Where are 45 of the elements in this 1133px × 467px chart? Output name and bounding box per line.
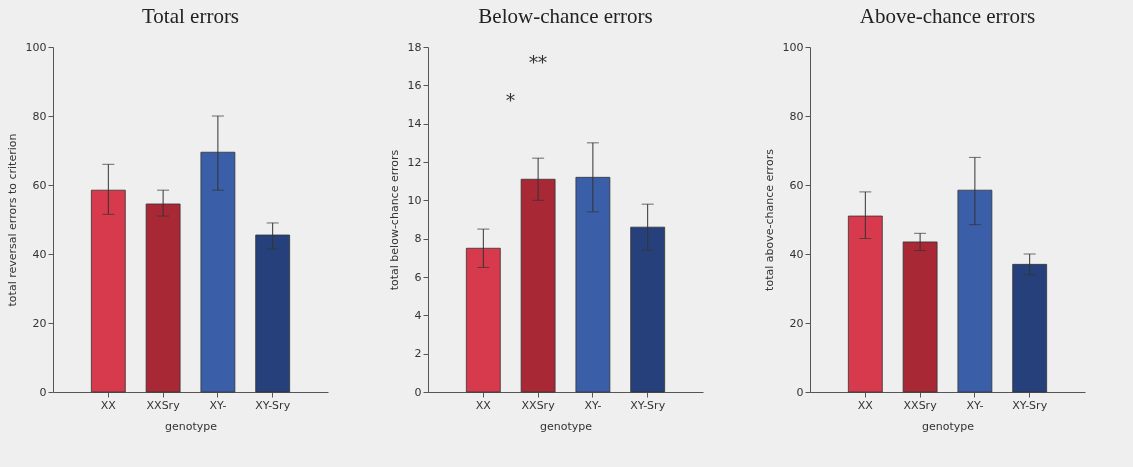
y-tick-label: 6 [414, 270, 422, 284]
x-tick-label: XXSry [903, 398, 938, 412]
x-tick-label: XXSry [521, 398, 556, 412]
x-axis-title: genotype [164, 419, 218, 433]
y-axis-title: total reversal errors to criterion [5, 133, 19, 307]
y-tick-label: 20 [789, 316, 804, 330]
y-tick-label: 100 [782, 40, 804, 54]
y-tick-label: 80 [32, 109, 47, 123]
x-axis-title: genotype [921, 419, 975, 433]
chart-title: Total errors [141, 4, 240, 28]
x-tick-label: XY- [209, 398, 227, 412]
y-tick-label: 20 [32, 316, 47, 330]
y-axis-title: total above-chance errors [762, 148, 776, 291]
y-tick-label: 0 [796, 385, 804, 399]
annotation: ** [529, 52, 547, 74]
x-axis-title: genotype [539, 419, 593, 433]
chart-title: Below-chance errors [478, 4, 653, 28]
x-tick-label: XY- [966, 398, 984, 412]
y-tick-label: 40 [32, 247, 47, 261]
x-tick-label: XY-Sry [255, 398, 291, 412]
y-tick-label: 18 [407, 40, 422, 54]
x-tick-label: XY- [584, 398, 602, 412]
y-tick-label: 80 [789, 109, 804, 123]
y-tick-label: 4 [414, 308, 422, 322]
y-tick-label: 10 [407, 193, 422, 207]
y-tick-label: 60 [789, 178, 804, 192]
y-tick-label: 100 [25, 40, 47, 54]
y-axis-title: total below-chance errors [387, 149, 401, 291]
y-tick-label: 16 [407, 78, 422, 92]
x-tick-label: XX [475, 398, 492, 412]
x-tick-label: XY-Sry [630, 398, 666, 412]
y-tick-label: 12 [407, 155, 422, 169]
y-tick-label: 60 [32, 178, 47, 192]
x-tick-label: XXSry [146, 398, 181, 412]
y-tick-label: 0 [414, 385, 422, 399]
y-tick-label: 14 [407, 117, 422, 131]
chart-title: Above-chance errors [859, 4, 1036, 28]
y-tick-label: 2 [414, 347, 422, 361]
y-tick-label: 40 [789, 247, 804, 261]
x-tick-label: XX [100, 398, 117, 412]
y-tick-label: 0 [39, 385, 47, 399]
y-tick-label: 8 [414, 232, 422, 246]
x-tick-label: XX [857, 398, 874, 412]
x-tick-label: XY-Sry [1012, 398, 1048, 412]
annotation: * [506, 90, 515, 112]
